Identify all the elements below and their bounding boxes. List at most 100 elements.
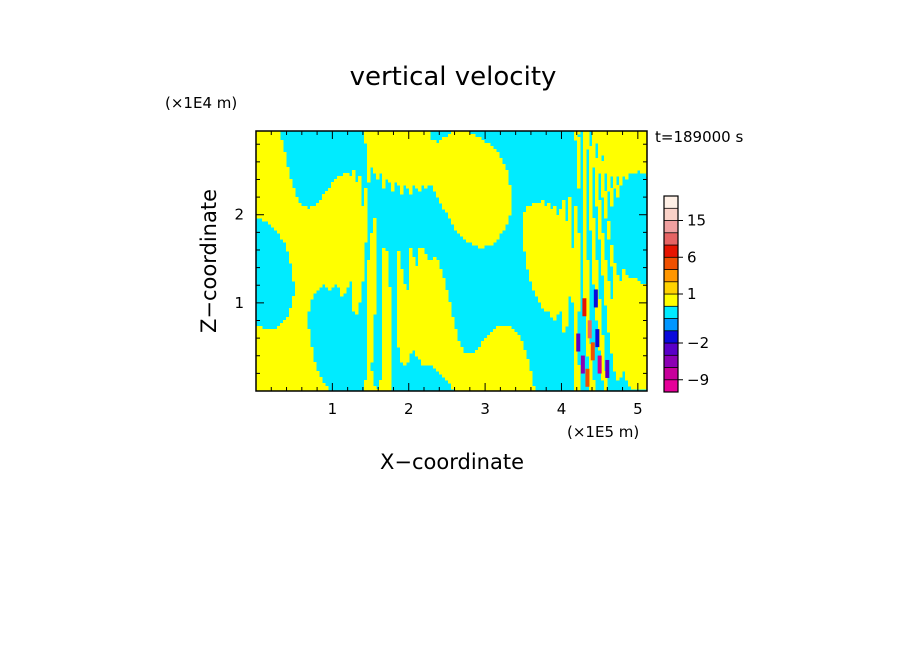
field-positive-run [523, 221, 572, 225]
field-positive-run [601, 356, 605, 360]
field-positive-run [391, 182, 395, 186]
field-positive-run [256, 161, 287, 165]
field-positive-run [598, 224, 602, 228]
field-positive-run [583, 287, 590, 291]
field-positive-run [613, 353, 647, 357]
colorbar-segment [663, 305, 679, 319]
field-positive-run [613, 356, 647, 360]
field-positive-run [523, 218, 566, 222]
field-positive-run [382, 368, 392, 372]
field-positive-run [607, 227, 611, 231]
field-positive-run [367, 161, 503, 165]
field-positive-run [382, 185, 386, 189]
field-positive-run [367, 275, 377, 279]
field-positive-run [568, 200, 572, 204]
field-positive-run [595, 191, 599, 195]
field-positive-run [367, 347, 374, 351]
field-positive-run [256, 143, 284, 147]
field-positive-run [367, 305, 377, 309]
field-positive-run [256, 152, 287, 156]
plot-frame [255, 130, 648, 392]
field-positive-run [610, 194, 614, 198]
field-positive-run [397, 341, 461, 345]
field-positive-run [619, 179, 623, 183]
field-positive-run [367, 278, 377, 282]
field-positive-run [289, 314, 308, 318]
x-tick-label: 3 [480, 400, 490, 418]
field-positive-run [367, 377, 374, 381]
field-positive-run [595, 200, 602, 204]
field-positive-run [400, 347, 464, 351]
x-tick-label: 2 [404, 400, 414, 418]
field-positive-run [601, 254, 605, 258]
field-positive-run [601, 173, 605, 177]
field-positive-run [589, 368, 593, 372]
field-positive-run [595, 317, 602, 321]
field-positive-run [367, 158, 503, 162]
field-positive-run [397, 269, 404, 273]
field-positive-run [619, 182, 623, 186]
field-positive-run [433, 365, 530, 369]
field-positive-run [256, 338, 311, 342]
field-positive-run [367, 263, 377, 267]
field-positive-run [613, 287, 647, 291]
field-positive-run [382, 251, 389, 255]
field-positive-run [604, 200, 608, 204]
field-positive-run [601, 257, 605, 261]
field-positive-run [574, 344, 578, 348]
field-positive-run [586, 353, 593, 357]
field-positive-run [562, 326, 566, 330]
field-positive-run [598, 227, 602, 231]
field-positive-run [352, 170, 356, 174]
field-positive-run [562, 320, 569, 324]
field-positive-run [484, 338, 521, 342]
field-positive-run [382, 350, 392, 354]
field-positive-run [433, 257, 437, 261]
field-positive-run [451, 386, 536, 390]
field-positive-run [577, 179, 581, 183]
field-positive-run [289, 257, 365, 261]
field-positive-run [610, 251, 614, 255]
field-positive-run [604, 275, 608, 279]
field-positive-run [409, 278, 446, 282]
field-positive-run [310, 206, 368, 210]
field-positive-run [409, 263, 416, 267]
field-positive-run [610, 332, 647, 336]
field-positive-run [397, 305, 452, 309]
field-positive-run [364, 200, 368, 204]
field-positive-run [370, 257, 377, 261]
field-positive-run [592, 251, 596, 255]
field-positive-run [583, 185, 587, 189]
field-positive-run [616, 371, 623, 375]
field-positive-run [397, 308, 452, 312]
field-positive-run [367, 338, 374, 342]
field-positive-run [256, 188, 296, 192]
field-positive-run [409, 257, 416, 261]
field-positive-run [604, 197, 608, 201]
field-positive-run [256, 329, 311, 333]
field-positive-run [295, 284, 323, 288]
field-positive-run [616, 374, 623, 378]
field-positive-run [523, 215, 566, 219]
field-positive-run [280, 323, 308, 327]
field-positive-run [328, 287, 332, 291]
field-positive-run [601, 194, 608, 198]
field-positive-run [367, 143, 491, 147]
field-positive-run [601, 263, 608, 267]
field-positive-run [397, 344, 461, 348]
field-positive-run [625, 176, 629, 180]
field-positive-run [574, 236, 581, 240]
field-positive-run [604, 155, 647, 159]
colorbar-segment [663, 379, 679, 393]
y-axis-ticks: 12 [234, 143, 647, 374]
field-positive-run [256, 131, 281, 135]
field-positive-run [262, 218, 368, 222]
field-positive-run [607, 317, 647, 321]
field-positive-run [373, 218, 377, 222]
field-positive-run [397, 251, 401, 255]
field-positive-run [526, 254, 581, 258]
field-positive-run [283, 320, 308, 324]
field-positive-run [523, 245, 572, 249]
field-positive-run [397, 296, 449, 300]
field-positive-run [583, 263, 590, 267]
